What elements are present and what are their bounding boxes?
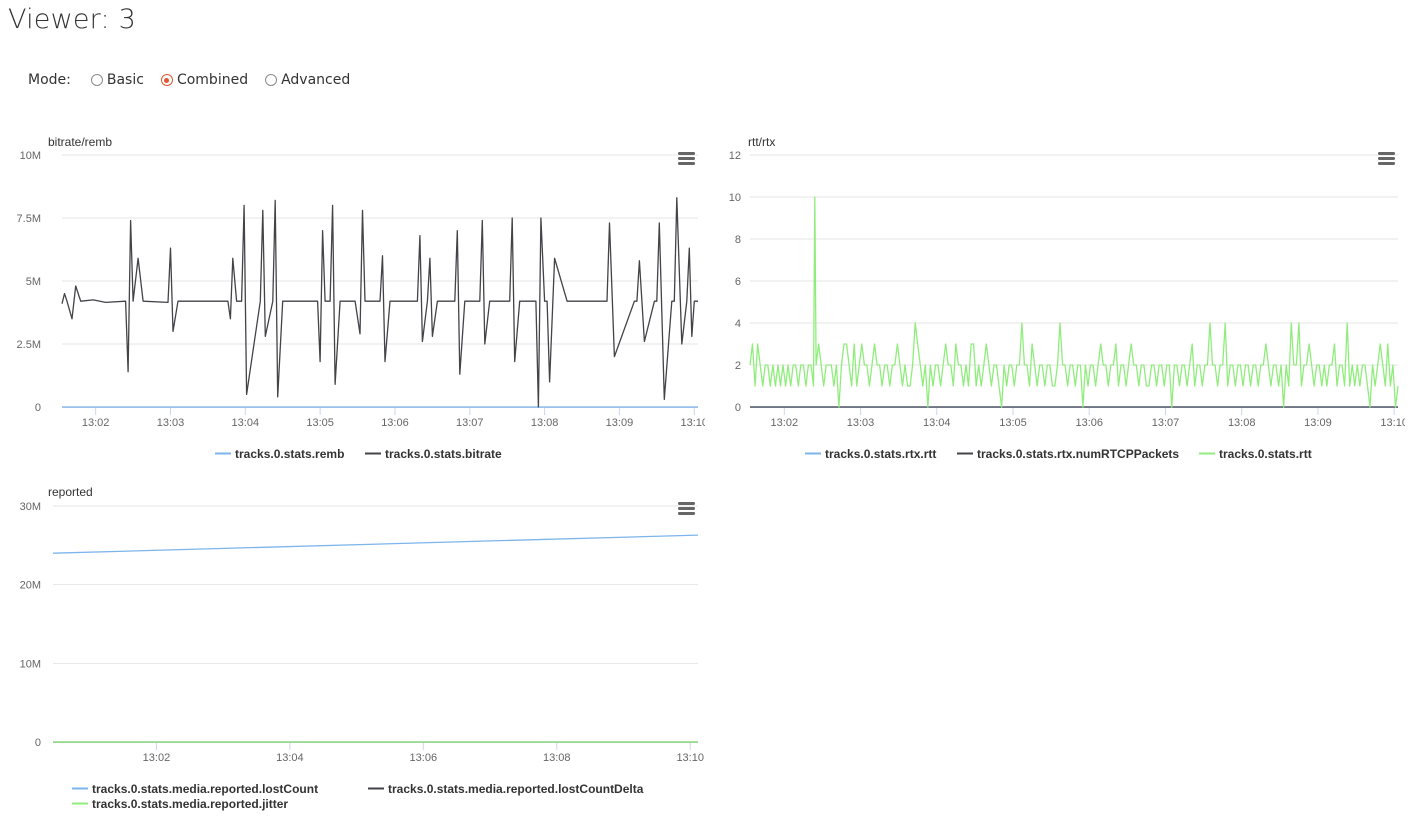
menu-bar bbox=[678, 502, 695, 505]
mode-option-advanced[interactable]: Advanced bbox=[265, 72, 350, 88]
x-tick-label: 13:07 bbox=[1152, 417, 1180, 429]
legend-label: tracks.0.stats.rtt bbox=[1219, 447, 1312, 461]
x-tick-label: 13:02 bbox=[771, 417, 799, 429]
radio-basic[interactable] bbox=[90, 74, 103, 86]
chart-menu-icon[interactable] bbox=[1376, 149, 1396, 168]
menu-bar bbox=[678, 507, 695, 510]
y-tick-label: 0 bbox=[35, 402, 41, 414]
y-tick-label: 0 bbox=[35, 737, 41, 749]
radio-combined[interactable] bbox=[160, 74, 173, 86]
x-tick-label: 13:10 bbox=[1380, 417, 1405, 429]
y-tick-label: 10M bbox=[20, 658, 41, 670]
mode-option-basic[interactable]: Basic bbox=[90, 72, 144, 88]
chart-menu-icon[interactable] bbox=[676, 149, 696, 168]
legend-label: tracks.0.stats.bitrate bbox=[385, 447, 502, 461]
menu-bar bbox=[1378, 152, 1395, 155]
x-tick-label: 13:03 bbox=[157, 417, 185, 429]
radio-advanced[interactable] bbox=[265, 74, 278, 86]
y-tick-label: 20M bbox=[20, 580, 41, 592]
legend-label: tracks.0.stats.rtx.rtt bbox=[825, 447, 936, 461]
y-tick-label: 0 bbox=[735, 402, 741, 414]
radio-combined-label: Combined bbox=[176, 72, 249, 88]
y-tick-label: 5M bbox=[26, 276, 41, 288]
chart-title: bitrate/remb bbox=[48, 135, 112, 149]
x-tick-label: 13:10 bbox=[680, 417, 705, 429]
chart-bitrate-remb-svg: bitrate/remb 0 2.5M 5M 7.5M 10M 13:02 13:03 13:0… bbox=[17, 135, 705, 461]
x-tick-label: 13:06 bbox=[410, 752, 438, 764]
legend-item[interactable]: tracks.0.stats.media.reported.lostCount bbox=[72, 782, 318, 796]
y-tick-label: 7.5M bbox=[17, 213, 41, 225]
chart-bitrate-remb: bitrate/remb 0 2.5M 5M 7.5M 10M 13:02 13:03 13:0… bbox=[0, 130, 705, 465]
chart-title: rtt/rtx bbox=[748, 135, 775, 149]
mode-label: Mode: bbox=[28, 72, 71, 88]
x-tick-label: 13:04 bbox=[276, 752, 304, 764]
x-tick-label: 13:08 bbox=[531, 417, 559, 429]
menu-bar bbox=[678, 157, 695, 160]
x-tick-label: 13:08 bbox=[1228, 417, 1256, 429]
legend-item[interactable]: tracks.0.stats.remb bbox=[215, 447, 344, 461]
mode-selector: Mode: Basic Combined Advanced bbox=[28, 71, 367, 89]
menu-bar bbox=[1378, 157, 1395, 160]
legend-label: tracks.0.stats.media.reported.lostCount bbox=[92, 782, 318, 796]
x-tick-label: 13:07 bbox=[456, 417, 484, 429]
legend-label: tracks.0.stats.rtx.numRTCPPackets bbox=[977, 447, 1179, 461]
legend-item[interactable]: tracks.0.stats.rtx.rtt bbox=[805, 447, 936, 461]
chart-title: reported bbox=[48, 485, 93, 499]
menu-bar bbox=[678, 512, 695, 515]
y-tick-label: 2 bbox=[735, 360, 741, 372]
legend-label: tracks.0.stats.remb bbox=[235, 447, 344, 461]
x-tick-label: 13:05 bbox=[999, 417, 1027, 429]
legend-item[interactable]: tracks.0.stats.bitrate bbox=[365, 447, 502, 461]
legend-label: tracks.0.stats.media.reported.lostCountD… bbox=[388, 782, 644, 796]
chart-rtt-rtx-svg: rtt/rtx 0 2 4 6 8 10 12 13:02 13:03 13:04 13:05 13:0… bbox=[729, 135, 1405, 461]
mode-option-combined[interactable]: Combined bbox=[160, 72, 249, 88]
legend-item[interactable]: tracks.0.stats.rtt bbox=[1199, 447, 1312, 461]
y-tick-label: 2.5M bbox=[17, 339, 41, 351]
chart-reported-svg: reported 0 10M 20M 30M 13:02 13:04 13:06 13:08 13… bbox=[20, 485, 704, 811]
legend-label: tracks.0.stats.media.reported.jitter bbox=[92, 797, 288, 811]
menu-bar bbox=[678, 152, 695, 155]
radio-advanced-label: Advanced bbox=[281, 72, 351, 88]
legend-item[interactable]: tracks.0.stats.media.reported.jitter bbox=[72, 797, 288, 811]
legend-item[interactable]: tracks.0.stats.rtx.numRTCPPackets bbox=[957, 447, 1179, 461]
menu-bar bbox=[678, 162, 695, 165]
x-tick-label: 13:06 bbox=[1075, 417, 1103, 429]
x-tick-label: 13:10 bbox=[676, 752, 704, 764]
chart-rtt-rtx: rtt/rtx 0 2 4 6 8 10 12 13:02 13:03 13:04 13:05 13:0… bbox=[700, 130, 1405, 465]
y-tick-label: 6 bbox=[735, 276, 741, 288]
page-title: Viewer: 3 bbox=[8, 4, 136, 35]
y-tick-label: 12 bbox=[729, 150, 741, 162]
y-tick-label: 8 bbox=[735, 234, 741, 246]
x-tick-label: 13:08 bbox=[543, 752, 571, 764]
y-tick-label: 4 bbox=[735, 318, 741, 330]
x-tick-label: 13:09 bbox=[606, 417, 634, 429]
x-tick-label: 13:05 bbox=[306, 417, 334, 429]
series-line-0 bbox=[52, 534, 699, 554]
menu-bar bbox=[1378, 162, 1395, 165]
legend-item[interactable]: tracks.0.stats.media.reported.lostCountD… bbox=[368, 782, 644, 796]
x-tick-label: 13:09 bbox=[1304, 417, 1332, 429]
y-tick-label: 30M bbox=[20, 501, 41, 513]
x-tick-label: 13:04 bbox=[923, 417, 951, 429]
series-line-1 bbox=[61, 197, 698, 408]
x-tick-label: 13:06 bbox=[381, 417, 409, 429]
chart-reported: reported 0 10M 20M 30M 13:02 13:04 13:06 13:08 13… bbox=[0, 480, 705, 820]
y-tick-label: 10 bbox=[729, 192, 741, 204]
series-line-2 bbox=[749, 196, 1399, 408]
x-tick-label: 13:02 bbox=[143, 752, 171, 764]
radio-basic-label: Basic bbox=[106, 72, 144, 88]
x-tick-label: 13:03 bbox=[847, 417, 875, 429]
x-tick-label: 13:02 bbox=[82, 417, 110, 429]
y-tick-label: 10M bbox=[20, 150, 41, 162]
x-tick-label: 13:04 bbox=[232, 417, 260, 429]
chart-menu-icon[interactable] bbox=[676, 499, 696, 518]
